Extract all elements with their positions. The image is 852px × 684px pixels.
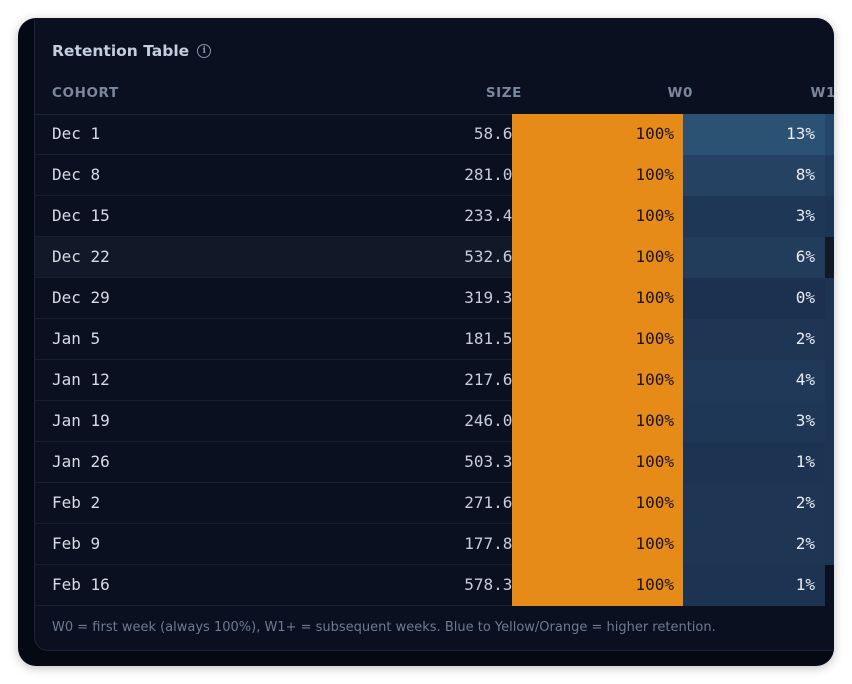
w1-cell: 6%	[683, 237, 825, 278]
size-cell: 281.0K	[464, 165, 522, 184]
cohort-cell: Jan 19	[52, 411, 110, 430]
w0-cell: 100%	[512, 442, 683, 483]
size-cell: 181.5K	[464, 329, 522, 348]
w2-cell	[825, 237, 834, 278]
w1-cell: 2%	[683, 319, 825, 360]
w0-cell: 100%	[512, 401, 683, 442]
w1-cell: 1%	[683, 565, 825, 606]
card-title-text: Retention Table	[52, 42, 190, 60]
size-cell: 177.8K	[464, 534, 522, 553]
w2-cell	[825, 319, 834, 360]
table-header: COHORT SIZE W0 W1	[35, 80, 834, 115]
table-row[interactable]: Feb 9 177.8K 100% 2%	[35, 524, 834, 565]
table-row[interactable]: Jan 19 246.0K 100% 3%	[35, 401, 834, 442]
size-cell: 246.0K	[464, 411, 522, 430]
w0-cell: 100%	[512, 237, 683, 278]
cohort-cell: Jan 5	[52, 329, 101, 348]
w1-cell: 8%	[683, 155, 825, 196]
w0-cell: 100%	[512, 483, 683, 524]
app-window: Retention Table i COHORT SIZE W0 W1 Dec …	[18, 18, 834, 666]
w0-cell: 100%	[512, 278, 683, 319]
w0-cell: 100%	[512, 155, 683, 196]
cohort-cell: Feb 2	[52, 493, 101, 512]
table-row[interactable]: Jan 12 217.6K 100% 4%	[35, 360, 834, 401]
card-title: Retention Table i	[52, 42, 212, 60]
w2-cell	[825, 155, 834, 196]
cohort-cell: Jan 12	[52, 370, 110, 389]
table-row[interactable]: Dec 15 233.4K 100% 3%	[35, 196, 834, 237]
size-cell: 233.4K	[464, 206, 522, 225]
table-row[interactable]: Dec 1 58.6K 100% 13%	[35, 114, 834, 155]
w0-cell: 100%	[512, 524, 683, 565]
w0-cell: 100%	[512, 319, 683, 360]
column-header-size[interactable]: SIZE	[485, 85, 522, 101]
w0-cell: 100%	[512, 114, 683, 155]
info-icon[interactable]: i	[197, 44, 212, 58]
table-row[interactable]: Feb 2 271.6K 100% 2%	[35, 483, 834, 524]
w2-cell	[825, 278, 834, 319]
column-header-w0[interactable]: W0	[667, 85, 693, 101]
cohort-cell: Jan 26	[52, 452, 110, 471]
footnote: W0 = first week (always 100%), W1+ = sub…	[52, 620, 716, 635]
retention-table-card: Retention Table i COHORT SIZE W0 W1 Dec …	[34, 18, 834, 651]
size-cell: 217.6K	[464, 370, 522, 389]
cohort-cell: Dec 8	[52, 165, 101, 184]
cohort-cell: Feb 16	[52, 575, 110, 594]
size-cell: 503.3K	[464, 452, 522, 471]
w2-cell	[825, 360, 834, 401]
size-cell: 271.6K	[464, 493, 522, 512]
w1-cell: 1%	[683, 442, 825, 483]
w0-cell: 100%	[512, 196, 683, 237]
w1-cell: 0%	[683, 278, 825, 319]
size-cell: 58.6K	[473, 124, 522, 143]
table-row[interactable]: Jan 26 503.3K 100% 1%	[35, 442, 834, 483]
w0-cell: 100%	[512, 565, 683, 606]
column-header-w1[interactable]: W1	[810, 85, 834, 101]
size-cell: 532.6K	[464, 247, 522, 266]
table-row[interactable]: Dec 29 319.3K 100% 0%	[35, 278, 834, 319]
size-cell: 319.3K	[464, 288, 522, 307]
cohort-cell: Dec 1	[52, 124, 101, 143]
w2-cell	[825, 483, 834, 524]
table-row[interactable]: Dec 8 281.0K 100% 8%	[35, 155, 834, 196]
w2-cell	[825, 401, 834, 442]
w1-cell: 13%	[683, 114, 825, 155]
w2-cell	[825, 524, 834, 565]
table-row[interactable]: Dec 22 532.6K 100% 6%	[35, 237, 834, 278]
w2-cell	[825, 196, 834, 237]
w1-cell: 2%	[683, 524, 825, 565]
w2-cell	[825, 565, 834, 606]
w1-cell: 2%	[683, 483, 825, 524]
cohort-cell: Dec 22	[52, 247, 110, 266]
table-row[interactable]: Feb 16 578.3K 100% 1%	[35, 565, 834, 606]
w2-cell	[825, 442, 834, 483]
cohort-cell: Dec 15	[52, 206, 110, 225]
w2-cell	[825, 114, 834, 155]
cohort-cell: Feb 9	[52, 534, 101, 553]
table-row[interactable]: Jan 5 181.5K 100% 2%	[35, 319, 834, 360]
cohort-cell: Dec 29	[52, 288, 110, 307]
size-cell: 578.3K	[464, 575, 522, 594]
w1-cell: 4%	[683, 360, 825, 401]
w1-cell: 3%	[683, 401, 825, 442]
w1-cell: 3%	[683, 196, 825, 237]
column-header-cohort[interactable]: COHORT	[52, 85, 119, 101]
w0-cell: 100%	[512, 360, 683, 401]
table-body: Dec 1 58.6K 100% 13% Dec 8 281.0K 100% 8% Dec 15…	[35, 114, 834, 606]
